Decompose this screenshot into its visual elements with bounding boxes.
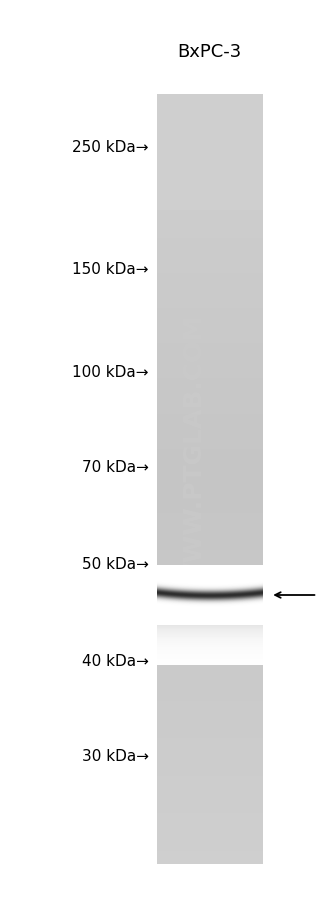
- Text: 40 kDa→: 40 kDa→: [82, 654, 149, 668]
- Text: WWW.PTGLAB.COM: WWW.PTGLAB.COM: [182, 314, 207, 588]
- Text: 100 kDa→: 100 kDa→: [72, 365, 149, 380]
- Text: 70 kDa→: 70 kDa→: [82, 460, 149, 475]
- Text: BxPC-3: BxPC-3: [178, 43, 242, 61]
- Text: 250 kDa→: 250 kDa→: [72, 141, 149, 155]
- Text: 30 kDa→: 30 kDa→: [82, 749, 149, 764]
- Text: 150 kDa→: 150 kDa→: [72, 262, 149, 277]
- Text: 50 kDa→: 50 kDa→: [82, 557, 149, 572]
